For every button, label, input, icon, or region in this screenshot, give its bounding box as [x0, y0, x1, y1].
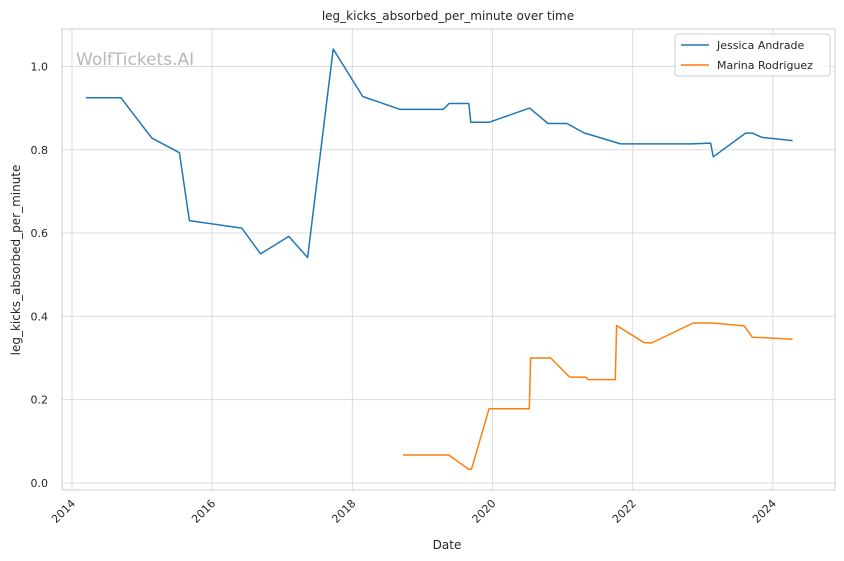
y-tick-label: 1.0	[31, 60, 49, 73]
series-line-marina-rodriguez	[403, 322, 793, 470]
y-tick-label: 0.6	[31, 227, 49, 240]
y-tick-label: 0.4	[31, 310, 49, 323]
x-axis-label: Date	[433, 538, 462, 552]
series-line-jessica-andrade	[86, 48, 793, 259]
y-tick-labels: 0.0 0.2 0.4 0.6 0.8 1.0	[31, 60, 49, 489]
legend-box	[674, 33, 831, 77]
chart-title: leg_kicks_absorbed_per_minute over time	[322, 9, 574, 23]
y-tick-label: 0.2	[31, 394, 49, 407]
legend: Jessica Andrade Marina Rodriguez	[674, 33, 831, 77]
plot-area-frame	[61, 28, 836, 491]
legend-label-jessica-andrade: Jessica Andrade	[716, 39, 805, 52]
series-lines	[86, 48, 793, 470]
y-tick-label: 0.0	[31, 477, 49, 490]
y-tick-label: 0.8	[31, 144, 49, 157]
grid-lines	[62, 29, 835, 490]
watermark-text: WolfTickets.AI	[76, 50, 194, 70]
y-axis-label: leg_kicks_absorbed_per_minute	[9, 165, 23, 356]
legend-label-marina-rodriguez: Marina Rodriguez	[717, 59, 813, 72]
